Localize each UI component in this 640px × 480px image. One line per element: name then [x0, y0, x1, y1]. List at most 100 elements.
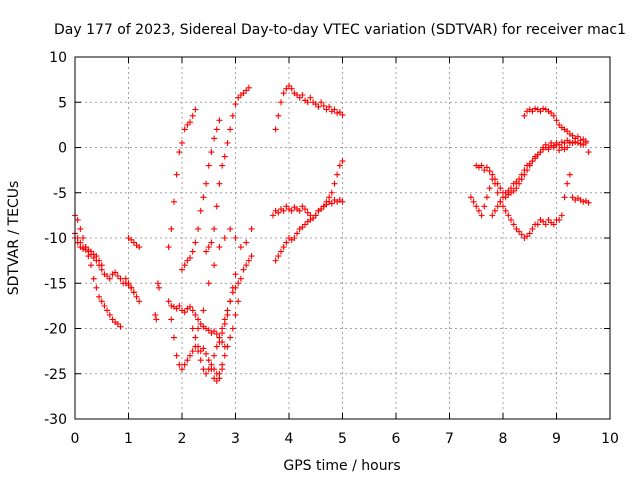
- data-point: [205, 280, 212, 287]
- data-point: [540, 105, 547, 112]
- data-point: [283, 203, 290, 210]
- data-point: [179, 139, 185, 146]
- data-point: [208, 149, 215, 156]
- data-point: [513, 185, 520, 192]
- data-point: [561, 194, 568, 201]
- data-point: [203, 370, 210, 377]
- data-point: [197, 357, 204, 364]
- data-point: [133, 293, 140, 300]
- data-point: [205, 327, 212, 334]
- chart-title: Day 177 of 2023, Sidereal Day-to-day VTE…: [54, 22, 626, 38]
- data-series: [521, 105, 592, 156]
- data-point: [564, 180, 571, 187]
- data-series: [165, 106, 199, 251]
- data-point: [339, 111, 346, 118]
- data-point: [179, 366, 185, 373]
- y-tick-label: -20: [44, 322, 67, 338]
- data-point: [569, 132, 576, 139]
- data-point: [518, 171, 525, 178]
- data-point: [537, 108, 544, 115]
- data-point: [176, 149, 183, 156]
- data-point: [208, 366, 215, 373]
- data-point: [248, 225, 255, 232]
- data-point: [323, 201, 330, 208]
- data-point: [585, 199, 592, 206]
- data-series: [72, 212, 124, 330]
- data-point: [173, 171, 180, 178]
- data-point: [203, 350, 210, 357]
- data-point: [336, 162, 343, 169]
- data-point: [510, 221, 517, 228]
- data-point: [508, 185, 515, 192]
- data-point: [224, 311, 231, 318]
- data-point: [339, 158, 346, 165]
- plot-frame: [74, 56, 611, 420]
- data-point: [494, 203, 501, 210]
- data-point: [216, 180, 223, 187]
- data-point: [77, 225, 84, 232]
- data-point: [195, 316, 202, 323]
- data-point: [101, 302, 108, 309]
- data-point: [82, 244, 89, 251]
- data-point: [275, 112, 282, 119]
- data-point: [299, 203, 306, 210]
- data-point: [74, 216, 81, 223]
- data-point: [248, 253, 255, 260]
- data-point: [323, 106, 330, 113]
- data-point: [88, 262, 95, 269]
- data-point: [521, 112, 528, 119]
- data-point: [312, 101, 319, 108]
- data-point: [577, 137, 584, 144]
- data-point: [125, 280, 132, 287]
- data-point: [192, 334, 199, 341]
- data-point: [227, 334, 234, 341]
- x-tick-label: 9: [552, 431, 561, 447]
- data-point: [195, 225, 202, 232]
- data-point: [213, 126, 220, 133]
- data-point: [497, 198, 504, 205]
- data-point: [128, 284, 135, 291]
- data-point: [299, 92, 306, 99]
- data-point: [93, 284, 100, 291]
- data-point: [553, 117, 560, 124]
- data-point: [211, 135, 218, 142]
- data-point: [494, 180, 501, 187]
- x-tick-label: 2: [178, 431, 187, 447]
- y-tick-label: 5: [58, 95, 67, 111]
- data-point: [216, 244, 223, 251]
- data-point: [211, 262, 218, 269]
- x-tick-label: 3: [231, 431, 240, 447]
- data-series: [195, 225, 255, 332]
- x-tick-label: 10: [601, 431, 619, 447]
- y-tick-label: -15: [44, 276, 67, 292]
- x-tick-label: 5: [338, 431, 347, 447]
- data-point: [524, 233, 531, 240]
- data-point: [556, 147, 563, 154]
- data-point: [550, 221, 557, 228]
- data-point: [130, 289, 137, 296]
- data-point: [235, 94, 242, 101]
- data-series: [216, 271, 239, 346]
- data-point: [542, 221, 549, 228]
- data-point: [213, 203, 220, 210]
- data-point: [483, 194, 490, 201]
- data-point: [181, 126, 188, 133]
- data-point: [304, 99, 311, 106]
- y-tick-label: -30: [44, 412, 67, 428]
- data-point: [130, 239, 137, 246]
- data-point: [513, 178, 520, 185]
- data-point: [478, 212, 485, 219]
- data-point: [508, 216, 515, 223]
- data-point: [136, 244, 143, 251]
- data-point: [181, 361, 188, 368]
- data-point: [556, 121, 563, 128]
- data-series: [211, 253, 255, 359]
- data-point: [189, 248, 196, 255]
- data-point: [513, 225, 520, 232]
- data-point: [331, 106, 338, 113]
- data-point: [200, 194, 207, 201]
- data-point: [189, 325, 196, 332]
- data-point: [529, 225, 536, 232]
- data-point: [74, 239, 81, 246]
- data-point: [232, 235, 239, 241]
